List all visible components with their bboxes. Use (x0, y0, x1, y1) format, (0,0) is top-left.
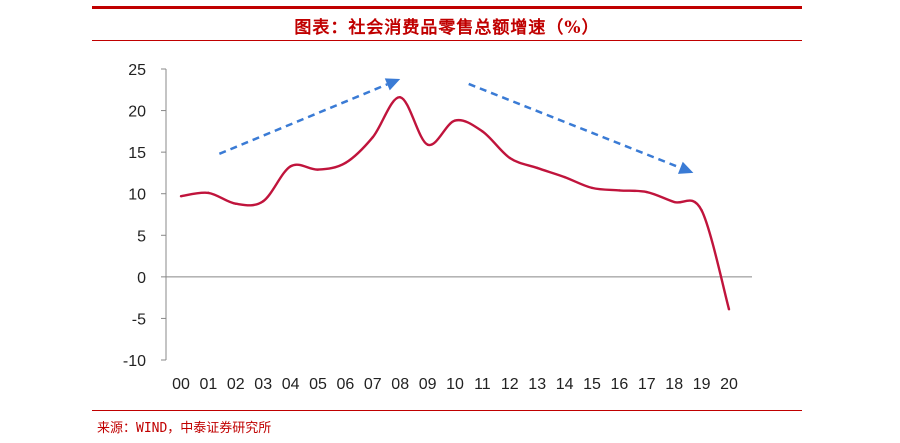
x-tick-label: 18 (665, 376, 683, 393)
x-tick-label: 05 (309, 376, 327, 393)
x-tick-label: 14 (556, 376, 574, 393)
annotation-group (218, 78, 694, 174)
trend-arrow-line-0 (218, 83, 388, 155)
x-tick-label: 09 (419, 376, 437, 393)
bottom-rule (92, 410, 802, 411)
data-point (344, 161, 347, 165)
y-tick-label: 25 (128, 62, 146, 79)
y-tick-label: 5 (137, 228, 146, 245)
title-rule (92, 40, 802, 41)
data-point (179, 195, 183, 198)
x-tick-label: 07 (364, 376, 382, 393)
chart-axes (161, 68, 752, 361)
chart-title: 图表：社会消费品零售总额增速（%） (294, 18, 600, 38)
x-tick-label: 08 (391, 376, 409, 393)
x-tick-labels: 00 01 02 03 04 05 06 07 08 09 10 11 12 13 14 15 16 17 18 19… (172, 376, 738, 393)
top-rule (92, 6, 802, 9)
data-point (371, 135, 374, 139)
data-point (563, 175, 566, 179)
y-tick-label: 10 (128, 187, 146, 204)
data-point (508, 156, 511, 160)
y-tick-label: 15 (128, 145, 146, 162)
data-point (289, 165, 292, 168)
data-point (453, 119, 457, 122)
x-tick-label: 10 (446, 376, 464, 393)
x-tick-label: 16 (611, 376, 629, 393)
data-point (426, 143, 429, 146)
line-chart: 25 20 15 10 5 0 -5 -10 00 01 02 03 04 05 06 07 08 09 10 11… (123, 62, 752, 393)
series-group (179, 96, 731, 311)
series-line-0 (180, 96, 731, 310)
data-point (481, 130, 484, 133)
data-point (207, 191, 210, 195)
x-tick-label: 19 (693, 376, 711, 393)
x-tick-label: 04 (282, 376, 300, 393)
data-point (234, 202, 237, 205)
y-tick-label: -10 (123, 353, 146, 370)
data-point (645, 190, 648, 194)
x-tick-label: 03 (254, 376, 272, 393)
data-point (700, 209, 703, 212)
data-point (618, 189, 621, 192)
x-tick-label: 13 (528, 376, 546, 393)
x-tick-label: 06 (337, 376, 355, 393)
source-note: 来源：WIND，中泰证券研究所 (97, 421, 272, 436)
y-tick-label: 20 (128, 104, 146, 121)
x-tick-label: 20 (720, 376, 738, 393)
data-point (399, 96, 402, 99)
data-point (262, 199, 265, 203)
trend-arrow-line-1 (468, 82, 681, 169)
y-tick-label: 0 (137, 270, 146, 287)
x-tick-label: 01 (200, 376, 218, 393)
y-tick-label: -5 (132, 311, 146, 328)
x-tick-label: 15 (583, 376, 601, 393)
x-tick-label: 12 (501, 376, 519, 393)
data-point (316, 168, 320, 171)
trend-arrow-head-0 (384, 78, 401, 91)
x-tick-label: 17 (638, 376, 656, 393)
x-tick-label: 02 (227, 376, 245, 393)
y-tick-labels: 25 20 15 10 5 0 -5 -10 (123, 62, 146, 370)
data-point (673, 200, 676, 204)
data-point (590, 186, 594, 190)
data-point (536, 166, 539, 170)
trend-arrow-head-1 (677, 161, 694, 174)
data-point (727, 308, 731, 311)
x-tick-label: 00 (172, 376, 190, 393)
x-tick-label: 11 (474, 376, 491, 393)
